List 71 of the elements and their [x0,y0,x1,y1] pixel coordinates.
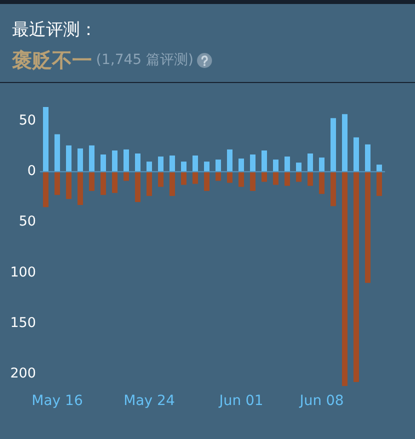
bar [42,107,49,172]
bar [158,156,164,172]
bar [146,162,152,172]
bar [261,172,268,182]
bar [77,148,84,172]
bar [112,150,118,172]
x-tick-label: Jun 08 [298,393,344,410]
chart-title: 最近评测： [12,19,97,41]
bar [100,172,106,195]
bar [180,172,187,185]
bar [42,172,49,208]
bar [215,160,222,172]
bar [330,118,336,172]
bar [146,172,152,196]
bar [66,145,72,172]
bar [272,172,279,185]
bar [284,172,290,186]
bar [364,172,371,283]
bar [342,172,348,386]
x-tick-label: Jun 01 [218,393,264,410]
bar [376,164,382,172]
bar [77,172,84,206]
y-tick-label: 0 [27,163,36,180]
bar [272,160,279,172]
y-tick-label: 200 [10,365,36,382]
bar [134,172,141,202]
bar [88,172,95,191]
bar [88,145,95,172]
bar [204,172,210,191]
bar [342,114,348,172]
bar [54,134,60,172]
bar [330,172,336,206]
bar [296,172,302,182]
bar [376,172,382,196]
bar [250,154,256,172]
x-tick-label: May 16 [32,393,83,410]
bar [250,172,256,191]
bar [100,154,106,172]
bar [54,172,60,195]
bar [204,162,210,172]
bar [226,149,233,172]
bar [296,162,302,172]
bar [169,156,176,172]
y-tick-label: 100 [10,264,36,280]
y-tick-label: 50 [18,214,36,230]
bar [364,144,371,172]
y-tick-label: 150 [10,314,36,331]
bar [134,154,141,172]
bar [353,172,360,382]
bar [192,156,198,172]
bar [261,150,268,172]
bar [318,158,325,172]
bar [238,172,244,187]
y-tick-label: 50 [18,112,36,129]
bar [192,172,198,184]
bar [180,162,187,172]
bar [318,172,325,194]
bar [307,172,314,186]
bar [307,154,314,172]
text: (1,745 篇评测) [96,51,194,70]
bar [169,172,176,196]
bar [66,172,72,199]
bar [112,172,118,193]
bar [158,172,164,187]
bar [226,172,233,183]
bar [238,158,244,172]
x-tick-label: May 24 [124,393,175,410]
bar [353,137,360,172]
chart-subtitle: 褒贬不一 [12,48,92,72]
bar [123,149,130,172]
bar [284,156,290,172]
